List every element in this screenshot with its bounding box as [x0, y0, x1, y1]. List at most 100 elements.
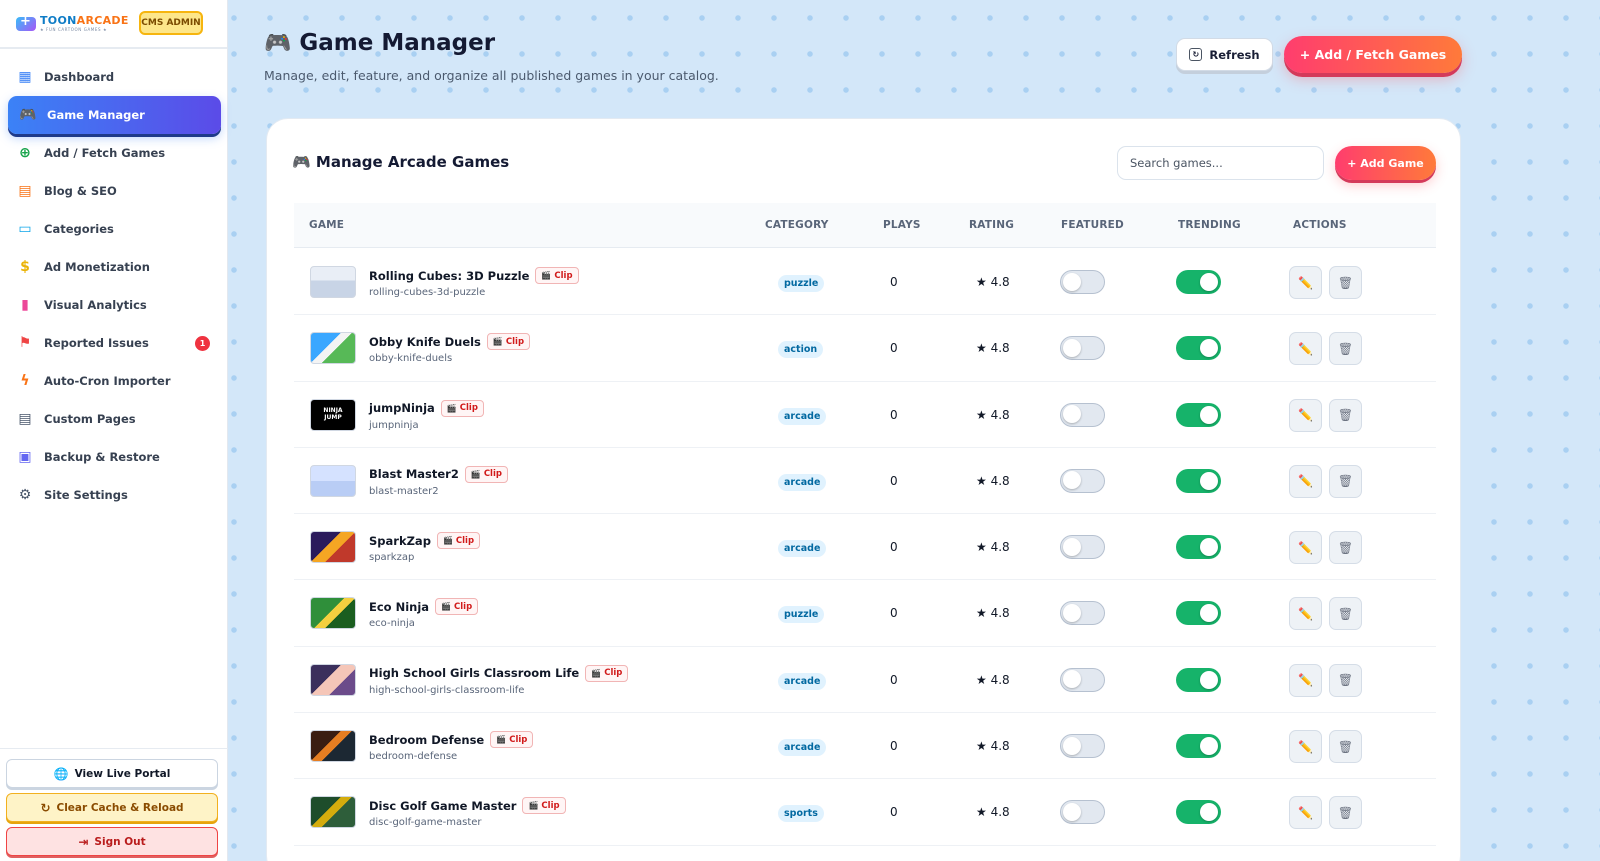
delete-button[interactable]: 🗑	[1329, 332, 1362, 366]
trash-icon: 🗑	[1337, 408, 1354, 423]
sidebar-item-add-fetch-games[interactable]: ⊕ Add / Fetch Games	[0, 134, 220, 172]
trending-toggle[interactable]	[1176, 601, 1221, 626]
sidebar-item-game-manager[interactable]: 🎮 Game Manager	[8, 96, 221, 134]
trending-toggle[interactable]	[1176, 535, 1221, 560]
game-name[interactable]: Bedroom Defense 🎬 Clip	[369, 731, 534, 749]
delete-button[interactable]: 🗑	[1329, 464, 1362, 498]
refresh-button[interactable]: ↻ Refresh	[1176, 38, 1273, 71]
edit-button[interactable]: ✏️	[1289, 464, 1322, 498]
trending-toggle[interactable]	[1176, 336, 1221, 361]
delete-button[interactable]: 🗑	[1329, 796, 1362, 830]
featured-toggle[interactable]	[1060, 402, 1105, 427]
featured-toggle[interactable]	[1060, 601, 1105, 626]
edit-button[interactable]: ✏️	[1289, 332, 1322, 366]
sidebar-item-ad-monetization[interactable]: $ Ad Monetization	[0, 248, 220, 286]
category-badge: arcade	[778, 739, 827, 757]
delete-button[interactable]: 🗑	[1329, 597, 1362, 631]
featured-toggle[interactable]	[1060, 667, 1105, 692]
game-name[interactable]: Eco Ninja 🎬 Clip	[369, 598, 479, 616]
add-fetch-games-button[interactable]: + Add / Fetch Games	[1284, 36, 1462, 73]
sign-out-button[interactable]: ⇥ Sign Out	[6, 827, 218, 856]
delete-button[interactable]: 🗑	[1329, 266, 1362, 299]
trending-toggle[interactable]	[1176, 270, 1221, 294]
table-row: SparkZap 🎬 Clip sparkzap arcade 0 ★ 4.8 ✏️ 🗑	[294, 514, 1436, 581]
sidebar-item-custom-pages[interactable]: ▤ Custom Pages	[0, 400, 220, 438]
edit-button[interactable]: ✏️	[1289, 266, 1322, 299]
game-name[interactable]: High School Girls Classroom Life 🎬 Clip	[369, 664, 629, 682]
toggle-knob	[1063, 272, 1081, 291]
game-name[interactable]: Rolling Cubes: 3D Puzzle 🎬 Clip	[369, 267, 579, 284]
game-name[interactable]: Disc Golf Game Master 🎬 Clip	[369, 797, 566, 815]
table-row: Eco Ninja 🎬 Clip eco-ninja puzzle 0 ★ 4.8 ✏️ 🗑	[294, 580, 1436, 647]
sidebar-item-reported-issues[interactable]: ⚑ Reported Issues 1	[0, 324, 220, 362]
search-input[interactable]	[1117, 146, 1324, 180]
sidebar-item-dashboard[interactable]: ▦ Dashboard	[0, 58, 220, 96]
game-slug: disc-golf-game-master	[369, 817, 482, 829]
edit-button[interactable]: ✏️	[1289, 398, 1322, 432]
document-icon: ▤	[18, 183, 32, 199]
trash-icon: 🗑	[1337, 739, 1354, 754]
trending-toggle[interactable]	[1176, 667, 1221, 692]
featured-toggle[interactable]	[1060, 270, 1105, 294]
sparkzap-thumbnail	[310, 531, 356, 564]
sidebar-item-blog-seo[interactable]: ▤ Blog & SEO	[0, 172, 220, 210]
edit-button[interactable]: ✏️	[1289, 531, 1322, 565]
category-badge: action	[778, 341, 824, 359]
col-plays: PLAYS	[883, 219, 921, 231]
col-featured: FEATURED	[1061, 219, 1124, 231]
trash-icon: 🗑	[1337, 673, 1354, 688]
clapperboard-icon: 🎬	[492, 337, 503, 347]
sidebar-item-visual-analytics[interactable]: ▮ Visual Analytics	[0, 286, 220, 324]
trending-toggle[interactable]	[1176, 800, 1221, 825]
plays-count: 0	[890, 606, 898, 621]
featured-toggle[interactable]	[1060, 800, 1105, 825]
edit-button[interactable]: ✏️	[1289, 796, 1322, 830]
delete-button[interactable]: 🗑	[1329, 398, 1362, 432]
trending-toggle[interactable]	[1176, 734, 1221, 759]
col-game: GAME	[309, 219, 345, 231]
trending-toggle[interactable]	[1176, 468, 1221, 493]
featured-toggle[interactable]	[1060, 535, 1105, 560]
rating-value: ★ 4.8	[976, 606, 1010, 621]
game-slug: obby-knife-duels	[369, 353, 453, 365]
view-live-portal-button[interactable]: 🌐 View Live Portal	[6, 759, 218, 788]
clip-badge: 🎬 Clip	[436, 532, 481, 550]
toggle-knob	[1200, 737, 1218, 756]
pencil-icon: ✏️	[1298, 408, 1313, 423]
plays-count: 0	[890, 540, 898, 555]
sidebar-item-backup-restore[interactable]: ▣ Backup & Restore	[0, 438, 220, 476]
sidebar-item-label: Visual Analytics	[44, 298, 147, 312]
pencil-icon: ✏️	[1298, 739, 1313, 754]
toggle-knob	[1200, 670, 1218, 689]
pencil-icon: ✏️	[1298, 673, 1313, 688]
featured-toggle[interactable]	[1060, 468, 1105, 493]
trash-icon: 🗑	[1337, 540, 1354, 555]
featured-toggle[interactable]	[1060, 336, 1105, 361]
edit-button[interactable]: ✏️	[1289, 730, 1322, 764]
clip-badge: 🎬 Clip	[522, 797, 566, 815]
sidebar-item-label: Game Manager	[47, 108, 145, 122]
category-badge: arcade	[778, 672, 827, 690]
clapperboard-icon: 🎬	[591, 668, 602, 678]
trending-toggle[interactable]	[1176, 402, 1221, 427]
clear-cache-button[interactable]: ↻ Clear Cache & Reload	[6, 793, 218, 822]
toggle-knob	[1200, 273, 1218, 291]
game-name[interactable]: Obby Knife Duels 🎬 Clip	[369, 333, 531, 351]
edit-button[interactable]: ✏️	[1289, 597, 1322, 631]
delete-button[interactable]: 🗑	[1329, 663, 1362, 697]
add-game-button[interactable]: + Add Game	[1335, 146, 1436, 180]
game-name[interactable]: Blast Master2 🎬 Clip	[369, 465, 508, 483]
delete-button[interactable]: 🗑	[1329, 531, 1362, 565]
sidebar-item-auto-cron-importer[interactable]: ϟ Auto-Cron Importer	[0, 362, 220, 400]
col-trending: TRENDING	[1178, 219, 1241, 231]
sidebar-item-categories[interactable]: ▭ Categories	[0, 210, 220, 248]
sidebar-item-label: Reported Issues	[44, 336, 149, 350]
edit-button[interactable]: ✏️	[1289, 663, 1322, 697]
game-name[interactable]: SparkZap 🎬 Clip	[369, 532, 481, 550]
game-name[interactable]: jumpNinja 🎬 Clip	[369, 399, 484, 417]
plays-count: 0	[890, 473, 898, 488]
sidebar-actions: 🌐 View Live Portal ↻ Clear Cache & Reload …	[0, 748, 228, 861]
sidebar-item-site-settings[interactable]: ⚙ Site Settings	[0, 476, 220, 514]
delete-button[interactable]: 🗑	[1329, 730, 1362, 764]
featured-toggle[interactable]	[1060, 734, 1105, 759]
